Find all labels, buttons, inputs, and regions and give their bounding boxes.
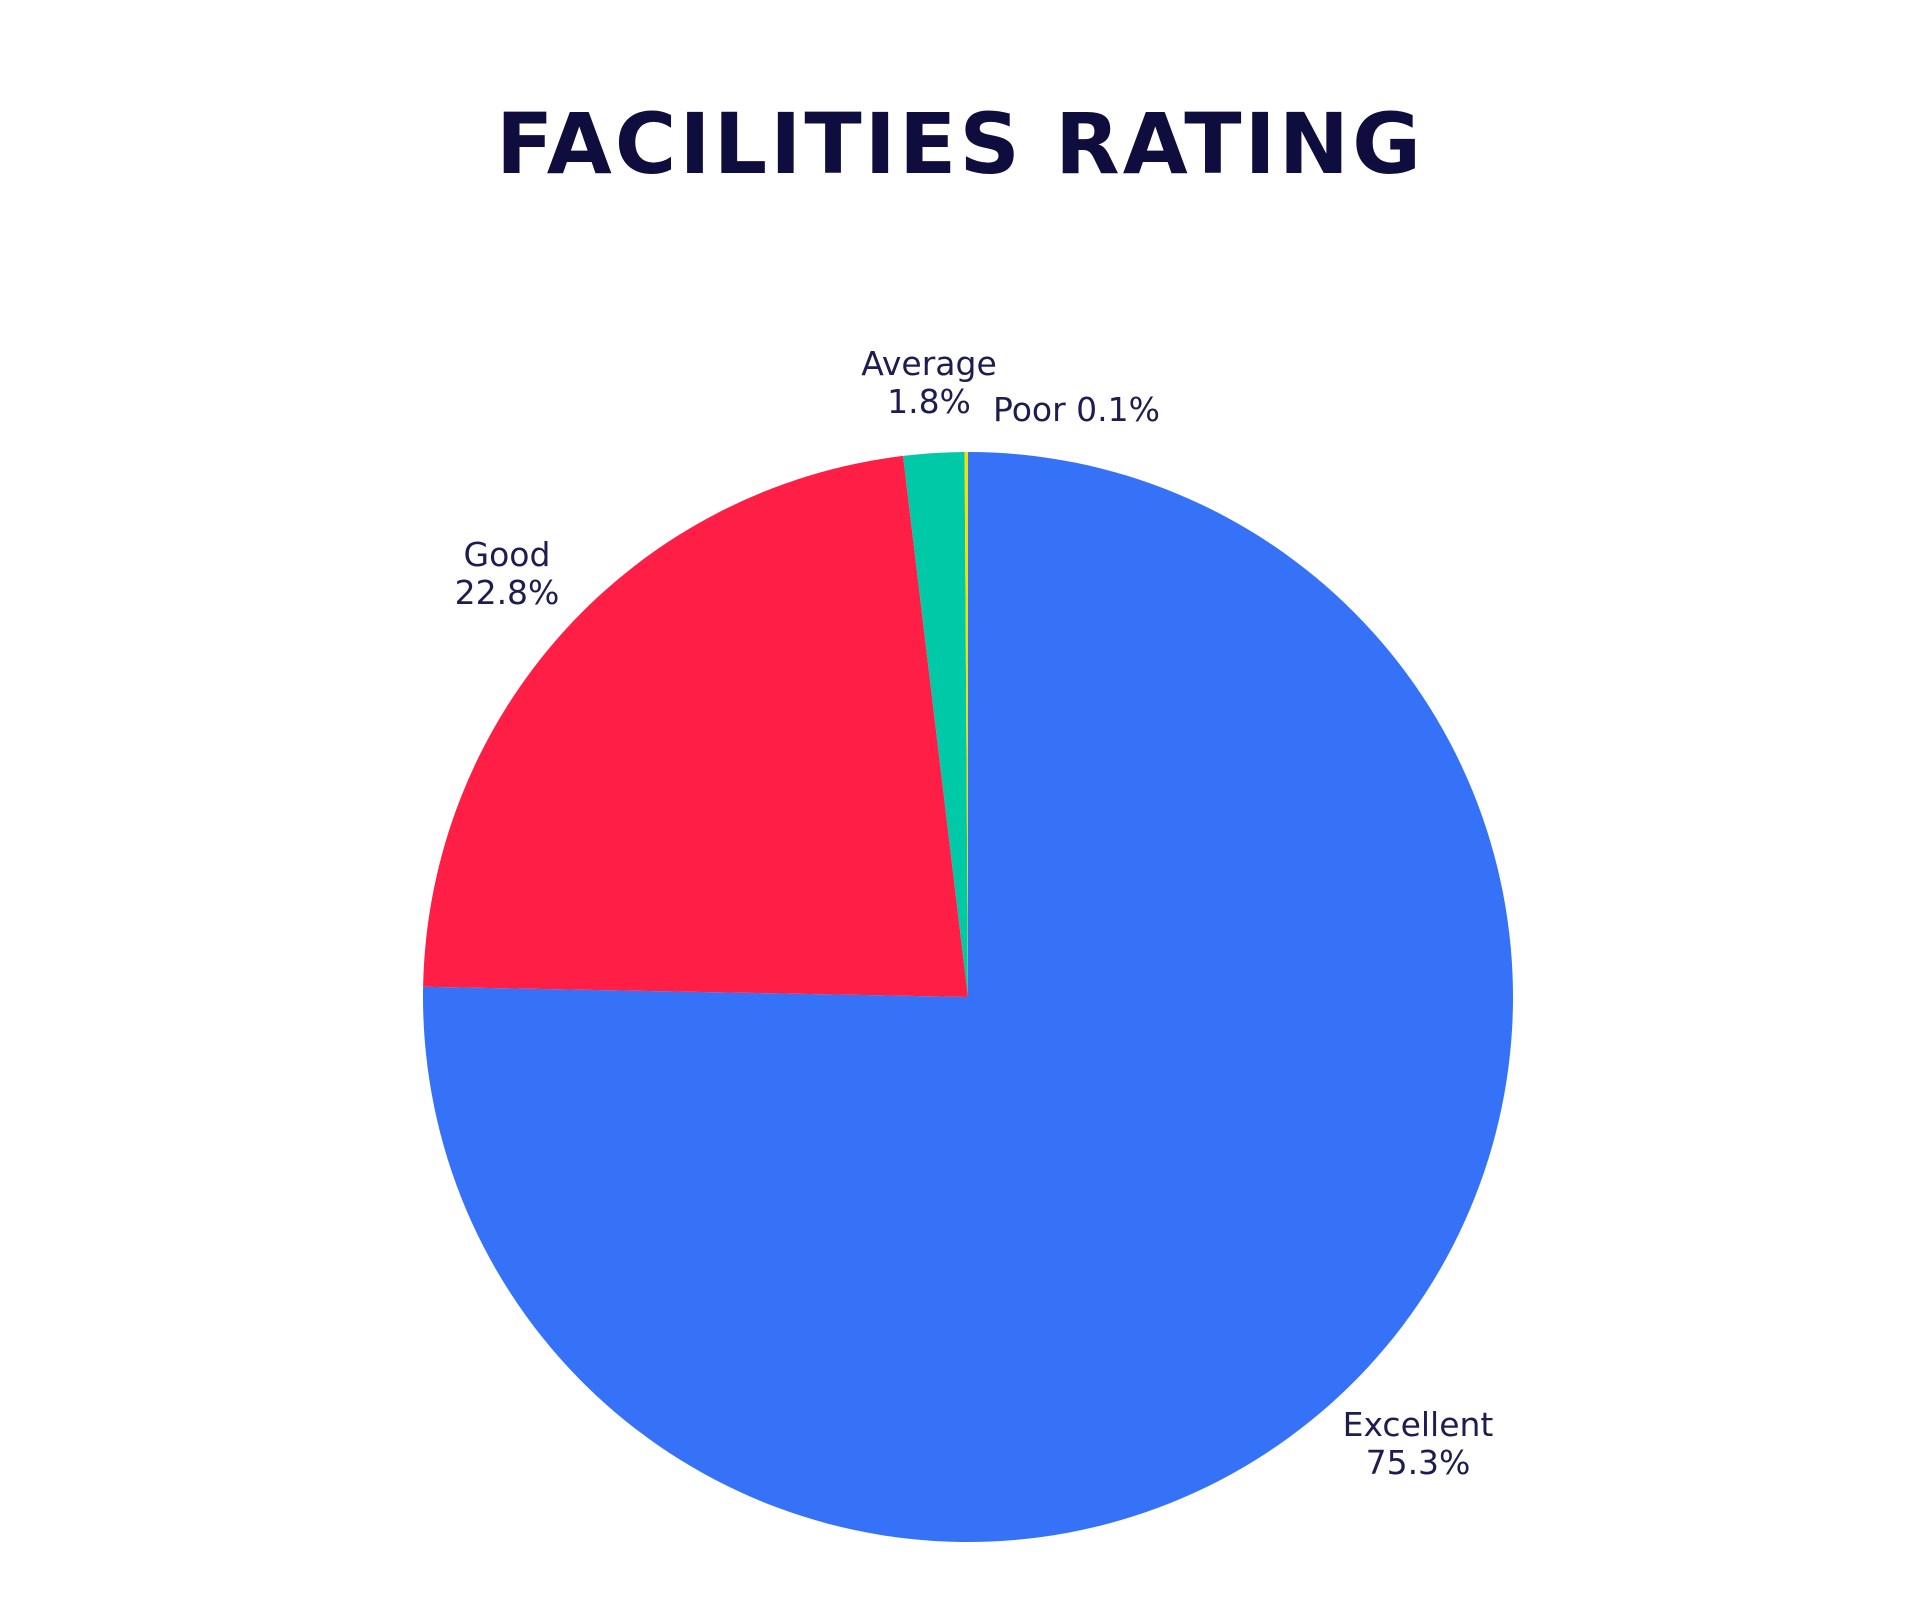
pie-slice-average	[903, 452, 968, 997]
slice-label-value: 75.3%	[1366, 1443, 1471, 1482]
slice-label-value: 22.8%	[455, 573, 560, 612]
slice-label-poor: Poor 0.1%	[993, 390, 1160, 429]
chart-title: FACILITIES RATING	[495, 95, 1425, 193]
slice-label-value: 1.8%	[887, 382, 971, 421]
slice-label-excellent: Excellent 75.3%	[1343, 1405, 1494, 1482]
pie-slice-excellent	[423, 452, 1514, 1542]
pie-labels: Excellent 75.3%Good 22.8%Average 1.8% Poor 0…	[455, 344, 1494, 1482]
slice-label-good: Good 22.8%	[455, 535, 560, 612]
slice-label-name: Excellent	[1343, 1405, 1494, 1444]
slice-label-name: Average	[861, 344, 997, 383]
pie-slice-poor	[964, 451, 968, 997]
pie-slice-good	[423, 455, 969, 997]
slice-label-average: Average 1.8%	[861, 344, 997, 421]
slice-label-name: Good	[464, 535, 551, 574]
pie-slices	[423, 451, 1514, 1542]
